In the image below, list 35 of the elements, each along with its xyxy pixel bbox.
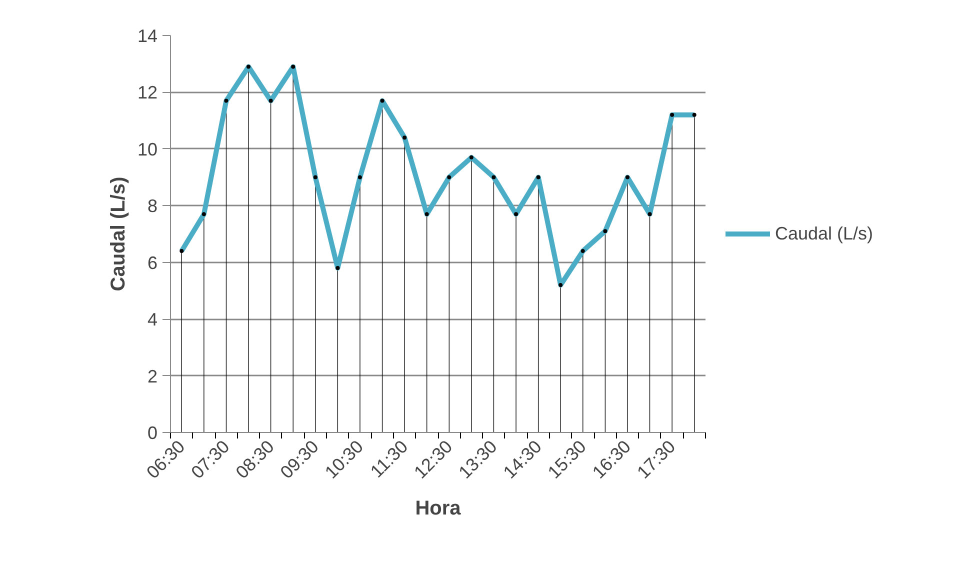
point [603,229,608,234]
point [670,112,674,117]
legend-label: Caudal (L/s) [775,223,874,244]
y-tick-label: 0 [147,423,158,443]
point [224,98,228,103]
point [180,249,184,254]
point [246,64,251,69]
point [492,175,496,180]
point [402,136,407,140]
x-axis-title: Hora [415,497,462,520]
point [648,212,652,216]
point [469,155,474,160]
point [424,212,429,216]
y-tick-label: 8 [147,196,158,216]
point [291,64,296,69]
point [380,98,384,103]
point [625,175,630,180]
point [336,266,340,270]
point [580,249,585,254]
point [447,175,452,180]
y-tick-label: 12 [137,82,158,103]
point [514,212,518,216]
y-tick-label: 4 [147,310,158,330]
point [358,175,362,180]
y-tick-label: 6 [147,252,158,273]
y-tick-label: 10 [137,139,158,160]
point [268,98,273,103]
point [313,175,318,180]
point [536,175,540,180]
point [558,283,563,288]
y-tick-label: 14 [137,26,158,46]
y-tick-label: 2 [147,366,158,386]
point [202,212,206,216]
y-axis-title: Caudal (L/s) [107,176,130,292]
point [692,112,696,117]
